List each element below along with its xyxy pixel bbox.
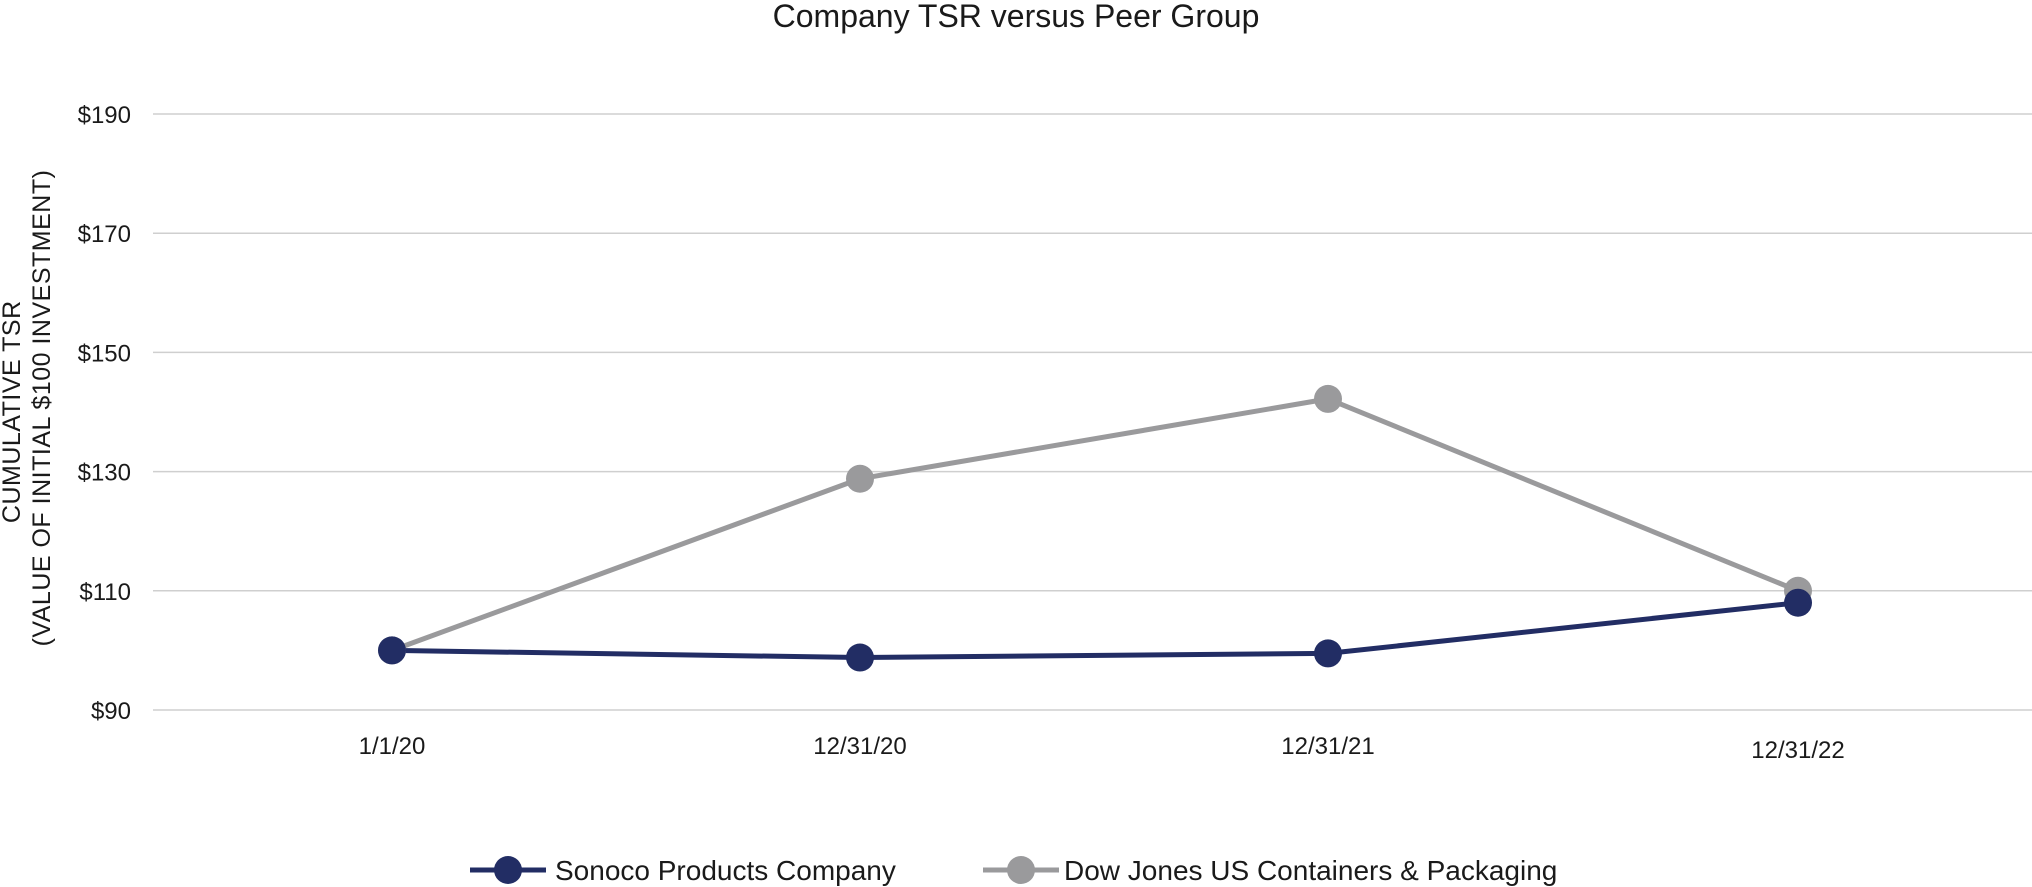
x-tick-labels: 1/1/20 12/31/20 12/31/21 12/31/22 [359,733,1845,764]
legend-label-sonoco: Sonoco Products Company [555,855,896,886]
data-point-sonoco [1314,639,1342,668]
legend-marker-dow-jones [1007,856,1035,884]
data-point-sonoco [846,643,874,672]
legend: Sonoco Products Company Dow Jones US Con… [470,855,1557,886]
legend-item-dow-jones: Dow Jones US Containers & Packaging [983,855,1557,886]
data-point-sonoco [378,636,406,665]
y-tick-label: $170 [78,221,131,248]
y-axis-label-line2: (VALUE OF INITIAL $100 INVESTMENT) [28,170,56,647]
x-tick-label: 1/1/20 [359,733,426,760]
series [378,384,1812,672]
legend-label-dow-jones: Dow Jones US Containers & Packaging [1064,855,1557,886]
gridlines [153,113,2032,711]
y-axis-label: CUMULATIVE TSR (VALUE OF INITIAL $100 IN… [0,170,56,647]
legend-marker-sonoco [494,856,522,884]
data-point-dow-jones [1314,384,1342,413]
y-axis-label-line1: CUMULATIVE TSR [0,300,26,523]
y-tick-label: $190 [78,102,131,129]
chart-title: Company TSR versus Peer Group [773,0,1260,34]
x-tick-label: 12/31/22 [1751,737,1844,764]
y-tick-label: $110 [79,579,131,606]
x-tick-label: 12/31/21 [1281,733,1374,760]
y-tick-label: $90 [91,698,131,725]
x-tick-label: 12/31/20 [813,733,906,760]
legend-item-sonoco: Sonoco Products Company [470,855,896,886]
series-line-dow-jones [391,396,1799,653]
data-point-sonoco [1784,588,1812,617]
data-point-dow-jones [846,464,874,493]
y-tick-label: $130 [78,460,131,487]
y-tick-label: $150 [78,340,131,367]
series-line-sonoco [391,600,1799,661]
y-tick-labels: $90 $110 $130 $150 $170 $190 [78,102,131,725]
